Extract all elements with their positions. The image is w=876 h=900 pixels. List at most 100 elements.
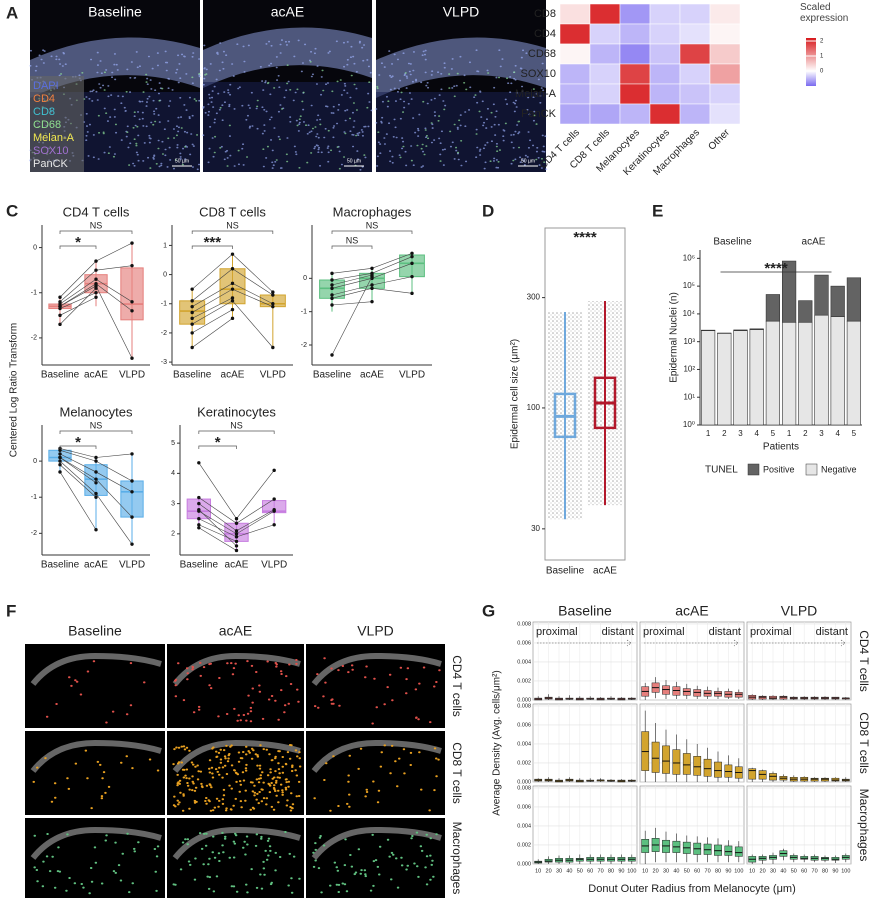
channel-label: CD8 [33,106,55,118]
bar-segment [749,328,764,330]
channel-legend-bg [30,76,84,172]
facet-panel [532,703,638,783]
x-tick-label: 30 [556,868,562,874]
image-title: VLPD [443,4,480,20]
patient-point [234,532,239,536]
patient-point [190,287,194,291]
bar-segment [814,274,829,316]
significance-label: * [75,234,81,251]
channel-label: SOX10 [33,145,68,157]
patient-point [130,479,134,483]
y-tick-label: -3 [161,359,167,366]
significance-label: NS [226,220,239,230]
direction-label: proximal [643,626,685,638]
bar-segment [798,300,813,323]
patient-point [94,459,98,463]
patient-point [58,295,62,299]
x-tick-label: 1 [706,429,711,438]
x-tick-label: 10 [535,868,541,874]
legend-swatch [805,463,818,476]
patient-line [198,524,237,542]
patient-line [331,274,373,286]
heat-cell [589,23,621,45]
bar-segment [781,260,797,323]
dermis [376,92,546,172]
colorbar-tick-label: 2 [820,39,824,45]
patient-point [272,523,276,527]
direction-arrow [644,639,739,647]
patient-point [94,470,98,474]
bar-segment [749,329,764,426]
bar-segment [814,314,829,426]
y-tick-label: 0.006 [517,804,531,810]
patient-point [190,310,194,315]
patient-point [234,521,239,525]
y-tick-label: 10³ [683,337,695,346]
cell-dots [172,831,301,894]
patient-point [94,455,98,460]
colorbar [806,38,816,86]
map-row-label: CD8 T cells [450,742,464,804]
patient-point [230,287,235,291]
patient-point [197,507,201,512]
bar-segment [733,330,748,426]
cell-speckle [204,61,371,170]
facet-column-title: VLPD [781,603,818,619]
patient-point [190,304,194,309]
patient-point [330,353,334,357]
facet-column-title: acAE [675,603,708,619]
y-tick-label: 0.000 [517,779,531,785]
x-tick-label: VLPD [399,370,425,381]
channel-label: DAPI [33,80,59,92]
x-tick-label: 50 [577,868,583,874]
x-tick-label: 3 [738,429,743,438]
patient-point [330,303,334,307]
bar-segment [781,321,797,426]
legend-label: Negative [821,464,857,474]
y-tick-label: 0.000 [517,861,531,867]
cell-dots [45,660,146,724]
x-tick-label: Baseline [546,566,585,577]
patient-point [130,490,134,494]
x-tick-label: Baseline [180,560,219,571]
patient-point [234,539,239,544]
map-column-title: Baseline [68,623,122,639]
patient-line [59,471,97,530]
row-label: SOX10 [521,68,556,80]
y-tick-label: 0 [33,244,37,251]
epidermis-outline [172,739,301,773]
bar-segment [700,330,716,426]
epidermis [203,27,372,88]
bar-segment [765,294,781,322]
x-tick-label: 100 [841,868,850,874]
x-tick-label: acAE [84,370,108,381]
patient-line [59,292,97,309]
patient-point [130,515,134,519]
heat-cell [559,103,591,125]
epidermis [376,37,546,98]
x-tick-label: 70 [812,868,818,874]
patient-point [197,526,201,530]
heat-cell [679,83,711,105]
patient-line [198,509,237,547]
direction-label: distant [602,626,634,638]
legend-title: TUNEL [705,465,738,476]
patient-point [130,300,134,304]
heat-cell [649,63,681,85]
patient-point [271,302,275,306]
patient-point [197,517,201,521]
x-tick-label: 5 [852,429,857,438]
scale-bar-label: 50 µm [521,158,535,164]
patient-point [94,291,98,295]
y-tick-label: 10⁵ [683,281,695,290]
patient-point [230,316,235,321]
x-tick-label: 2 [722,429,727,438]
facet-row-label: Macrophages [857,789,871,862]
heat-cell [649,23,681,45]
patient-point [58,452,62,456]
facet-panel [746,703,852,783]
patient-line [331,276,373,356]
x-tick-label: 50 [684,868,690,874]
patient-point [330,283,334,287]
y-tick-label: 0.002 [517,842,531,848]
